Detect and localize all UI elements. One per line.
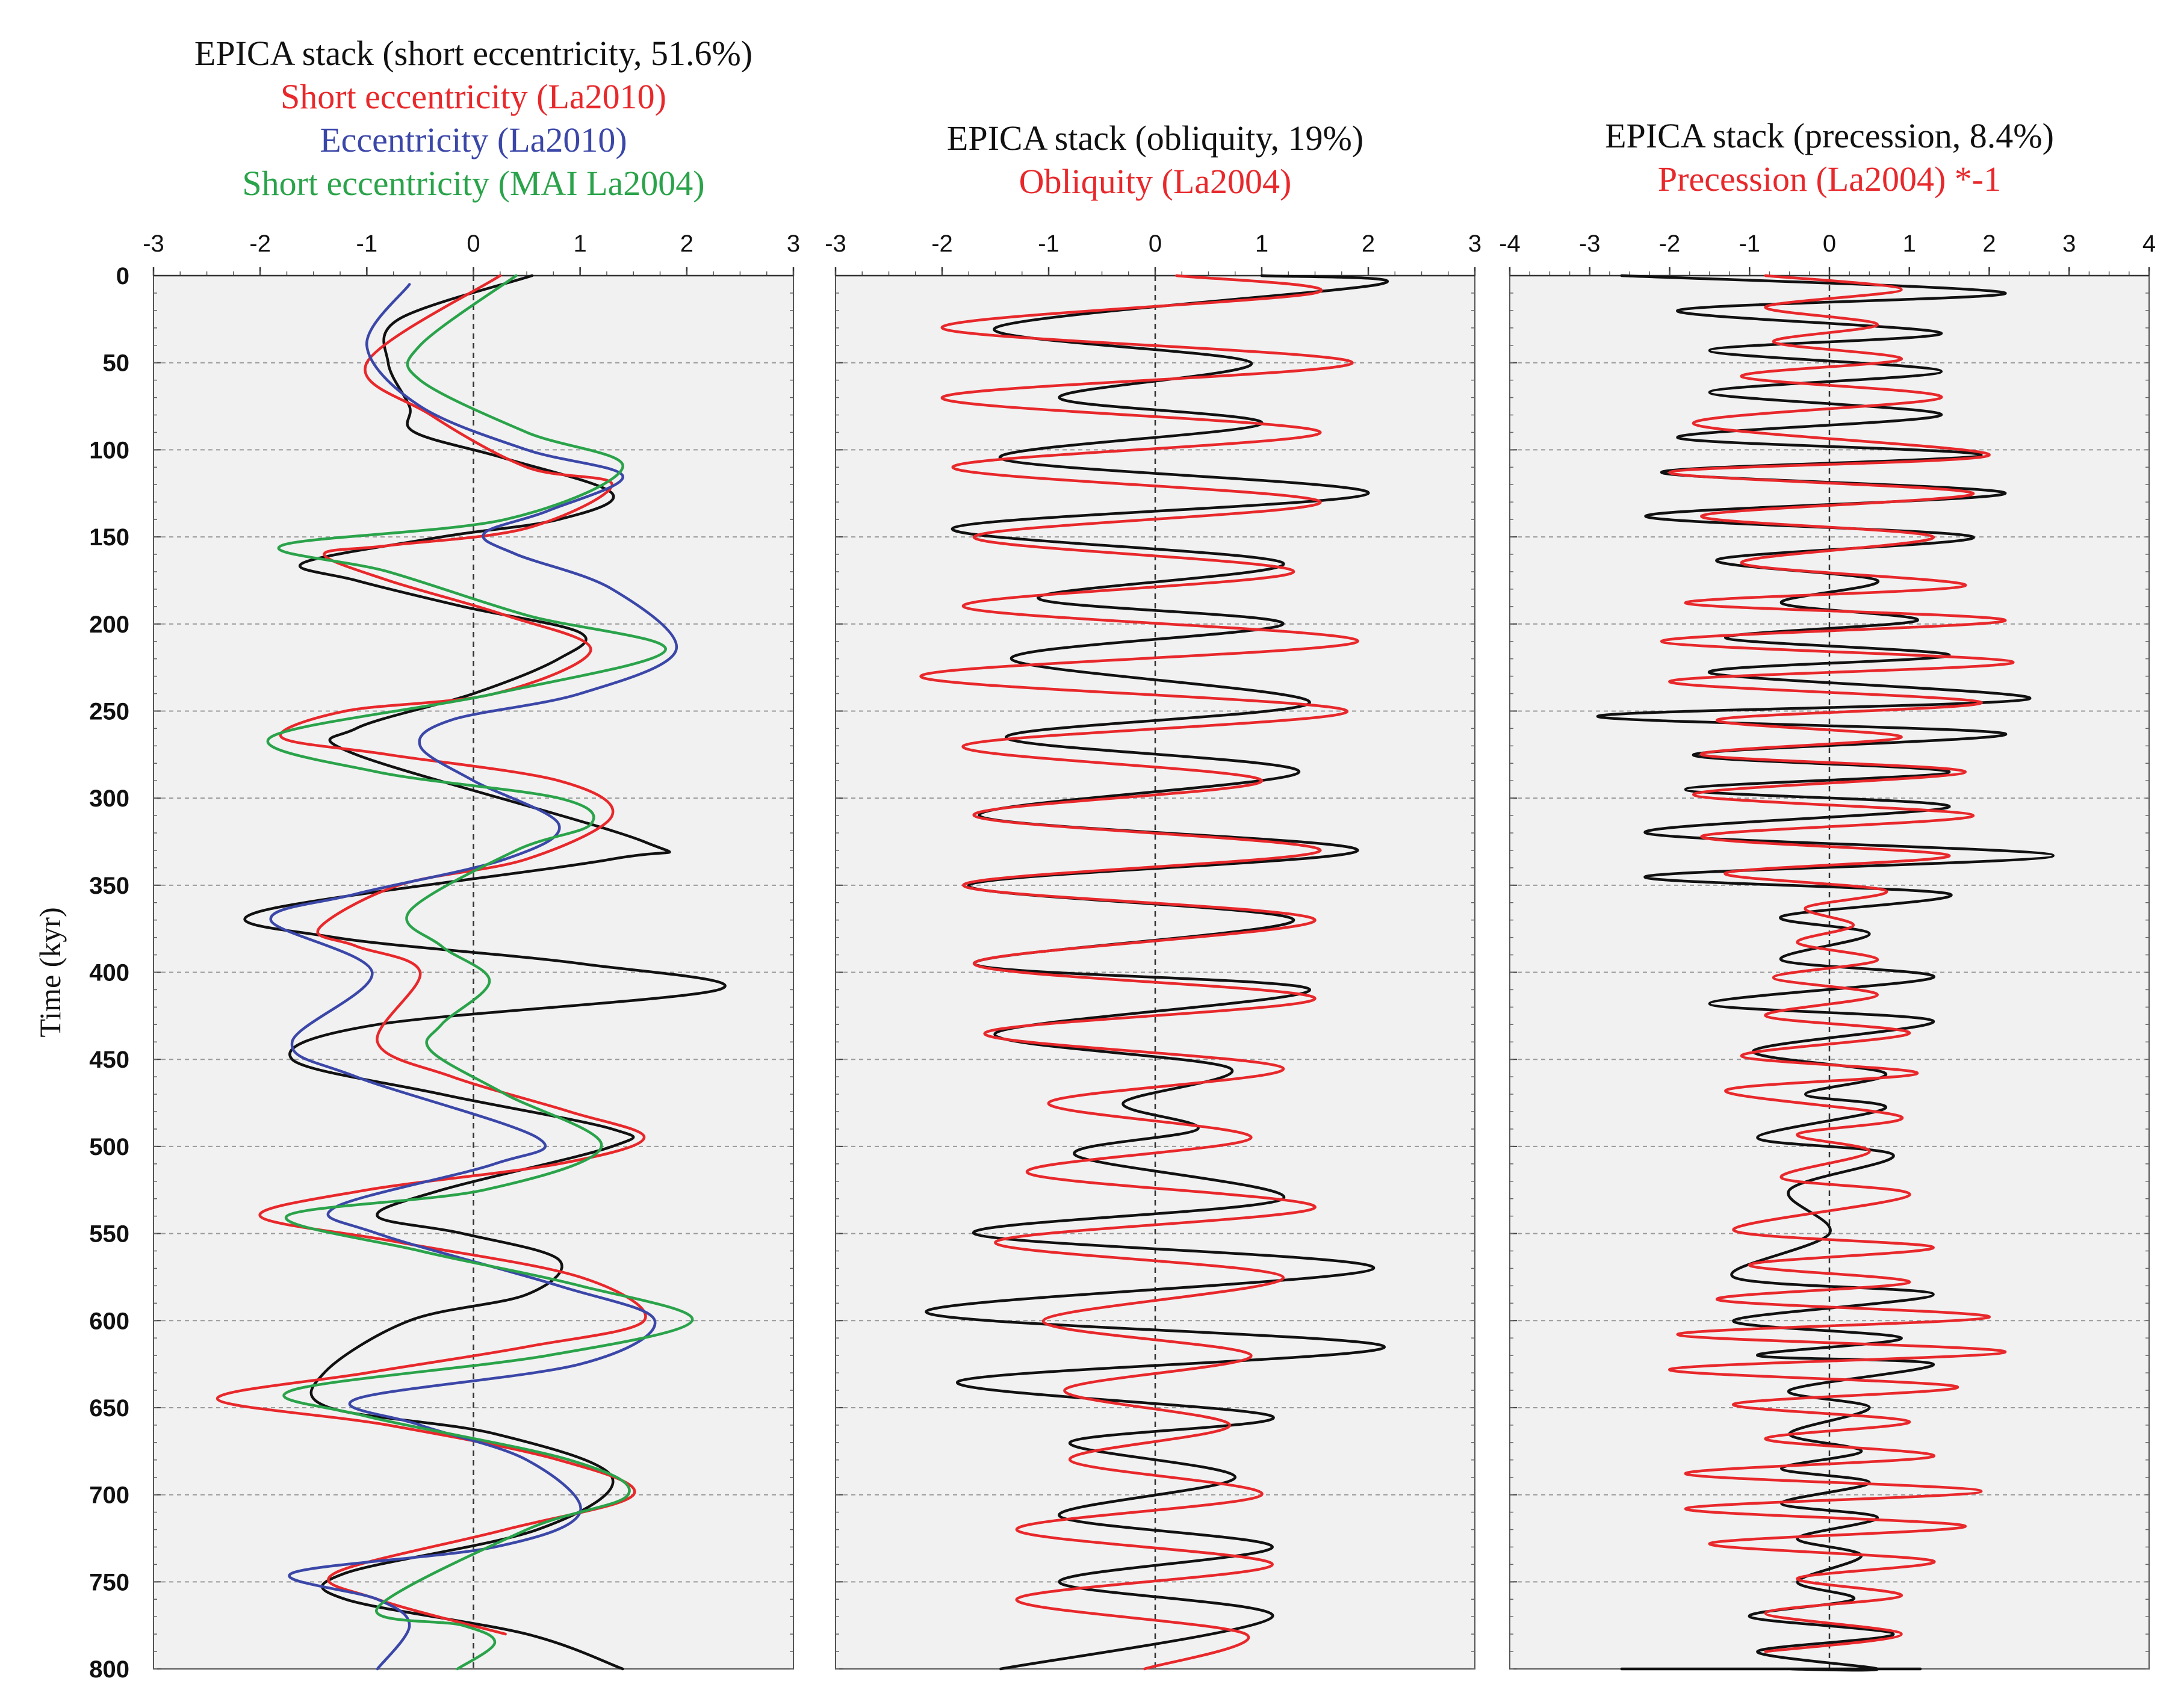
x-tick-label: -4 [1499,231,1521,257]
x-tick-label: 4 [2142,231,2156,257]
y-tick-label: 250 [89,698,129,725]
y-tick-label: 200 [89,611,129,638]
y-axis-label: Time (kyr) [33,907,67,1037]
panel-3: -4 -3 -2 -1 0 1 2 3 4 EPICA stack (precession, 8.… [1499,116,2156,1672]
y-tick-label: 150 [89,524,129,551]
x-tick-label: 3 [787,231,800,257]
panel-1: -3 -2 -1 0 1 2 3 EPICA stack (short eccentricit… [143,34,800,1671]
panel-title-1-3: Eccentricity (La2010) [320,120,627,159]
x-tick-label: -2 [931,231,953,257]
x-tick-label: 2 [1982,231,1996,257]
x-tick-label: -2 [249,231,271,257]
y-tick-label: 550 [89,1221,129,1248]
x-tick-label: -3 [143,231,164,257]
x-tick-label: 3 [2062,231,2076,257]
panel-title-3-2: Precession (La2004) *-1 [1658,159,2001,199]
x-tick-label: 0 [1823,231,1836,257]
series-line-2-2 [919,274,1359,1671]
panel-title-2-2: Obliquity (La2004) [1019,162,1292,201]
x-tick-label: 2 [680,231,693,257]
x-tick-label: -1 [1739,231,1760,257]
panel-title-3-1: EPICA stack (precession, 8.4%) [1605,116,2054,155]
x-tick-label: 3 [1468,231,1481,257]
y-tick-label: 50 [103,350,130,377]
x-tick-label: -1 [1038,231,1059,257]
panel-title-1-2: Short eccentricity (La2010) [281,77,666,116]
x-tick-label: -1 [356,231,378,257]
series-line-1-3 [269,283,678,1671]
y-tick-label: 450 [89,1047,129,1073]
x-tick-label: 2 [1362,231,1375,257]
y-tick-label: 100 [89,437,129,463]
y-tick-label: 500 [89,1134,129,1160]
series-line-1-2 [216,274,647,1636]
x-tick-label: -2 [1659,231,1681,257]
y-tick-label: 700 [89,1482,129,1509]
x-tick-label: 0 [467,231,480,257]
y-tick-label: 650 [89,1395,129,1422]
y-tick-label: 300 [89,785,129,812]
panel-2: -3 -2 -1 0 1 2 3 EPICA stack (obliquity, 19%) Ob… [825,119,1481,1671]
y-tick-label: 750 [89,1569,129,1596]
panel-title-1-1: EPICA stack (short eccentricity, 51.6%) [194,34,752,73]
x-tick-label: -3 [1579,231,1601,257]
x-tick-label: 1 [574,231,587,257]
x-tick-label: 1 [1255,231,1268,257]
x-tick-label: 1 [1903,231,1916,257]
x-tick-label: -3 [825,231,846,257]
panel-title-2-1: EPICA stack (obliquity, 19%) [947,119,1363,158]
y-tick-label: 600 [89,1308,129,1334]
y-tick-label: 400 [89,960,129,986]
y-tick-label: 350 [89,873,129,899]
y-tick-label: 0 [116,263,129,289]
panel-title-1-4: Short eccentricity (MAI La2004) [242,164,704,203]
series-line-1-4 [266,274,694,1671]
series-line-3-2 [1660,274,2015,1653]
y-tick-label: 800 [89,1656,129,1683]
x-tick-label: 0 [1149,231,1162,257]
